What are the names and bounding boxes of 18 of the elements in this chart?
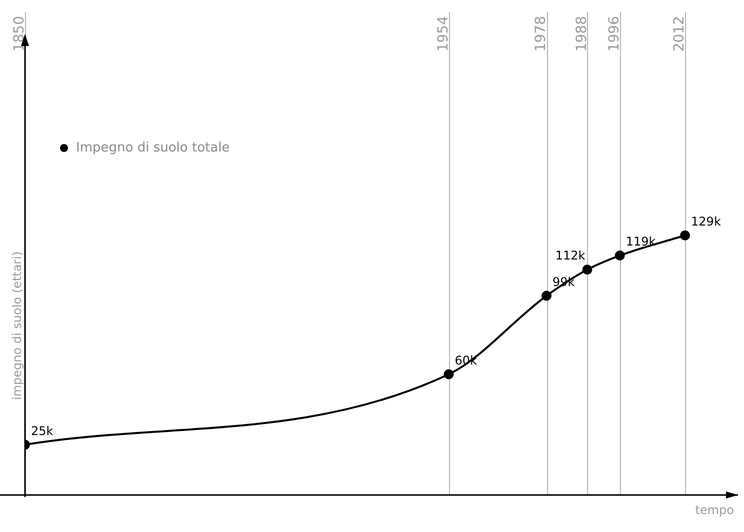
x-tick-label: 1996 bbox=[606, 16, 622, 52]
point bbox=[614, 250, 625, 261]
data-label: 112k bbox=[555, 248, 586, 263]
x-tick-label: 1978 bbox=[533, 16, 550, 52]
data-label: 119k bbox=[626, 234, 656, 249]
x-tick-label: 1988 bbox=[574, 16, 590, 52]
x-tick-label: 1850 bbox=[12, 16, 28, 52]
x-tick-label: 2012 bbox=[672, 16, 688, 52]
legend-label: Impegno di suolo totale bbox=[76, 140, 230, 156]
data-label: 129k bbox=[691, 214, 721, 229]
x-tick-label: 1954 bbox=[435, 16, 452, 52]
x-axis-title: tempo bbox=[695, 503, 734, 518]
data-label: 25k bbox=[31, 424, 54, 438]
y-axis-title: impegno di suolo (ettari) bbox=[10, 251, 24, 400]
point bbox=[444, 369, 454, 380]
point bbox=[582, 264, 592, 275]
point bbox=[680, 230, 690, 240]
point bbox=[542, 290, 552, 301]
